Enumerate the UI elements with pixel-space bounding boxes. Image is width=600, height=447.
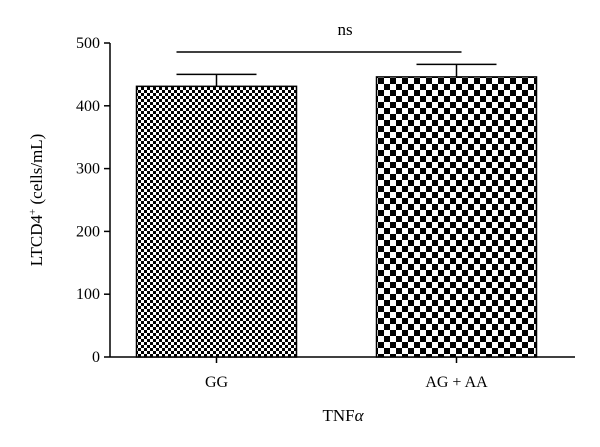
x-axis-title: TNFα [322, 406, 364, 425]
y-tick-label: 300 [76, 161, 100, 178]
x-tick-label: GG [205, 374, 229, 391]
y-tick-label: 500 [76, 35, 100, 52]
bar-gg [135, 85, 298, 358]
y-axis-title: LTCD4+ (cells/mL) [27, 134, 46, 267]
y-tick-label: 0 [92, 349, 100, 366]
x-tick-label: AG + AA [425, 374, 488, 391]
y-tick-label: 100 [76, 286, 100, 303]
significance-label: ns [337, 20, 352, 39]
y-tick-label: 400 [76, 98, 100, 115]
bar-ag-aa [375, 76, 538, 358]
y-tick-label: 200 [76, 223, 100, 240]
